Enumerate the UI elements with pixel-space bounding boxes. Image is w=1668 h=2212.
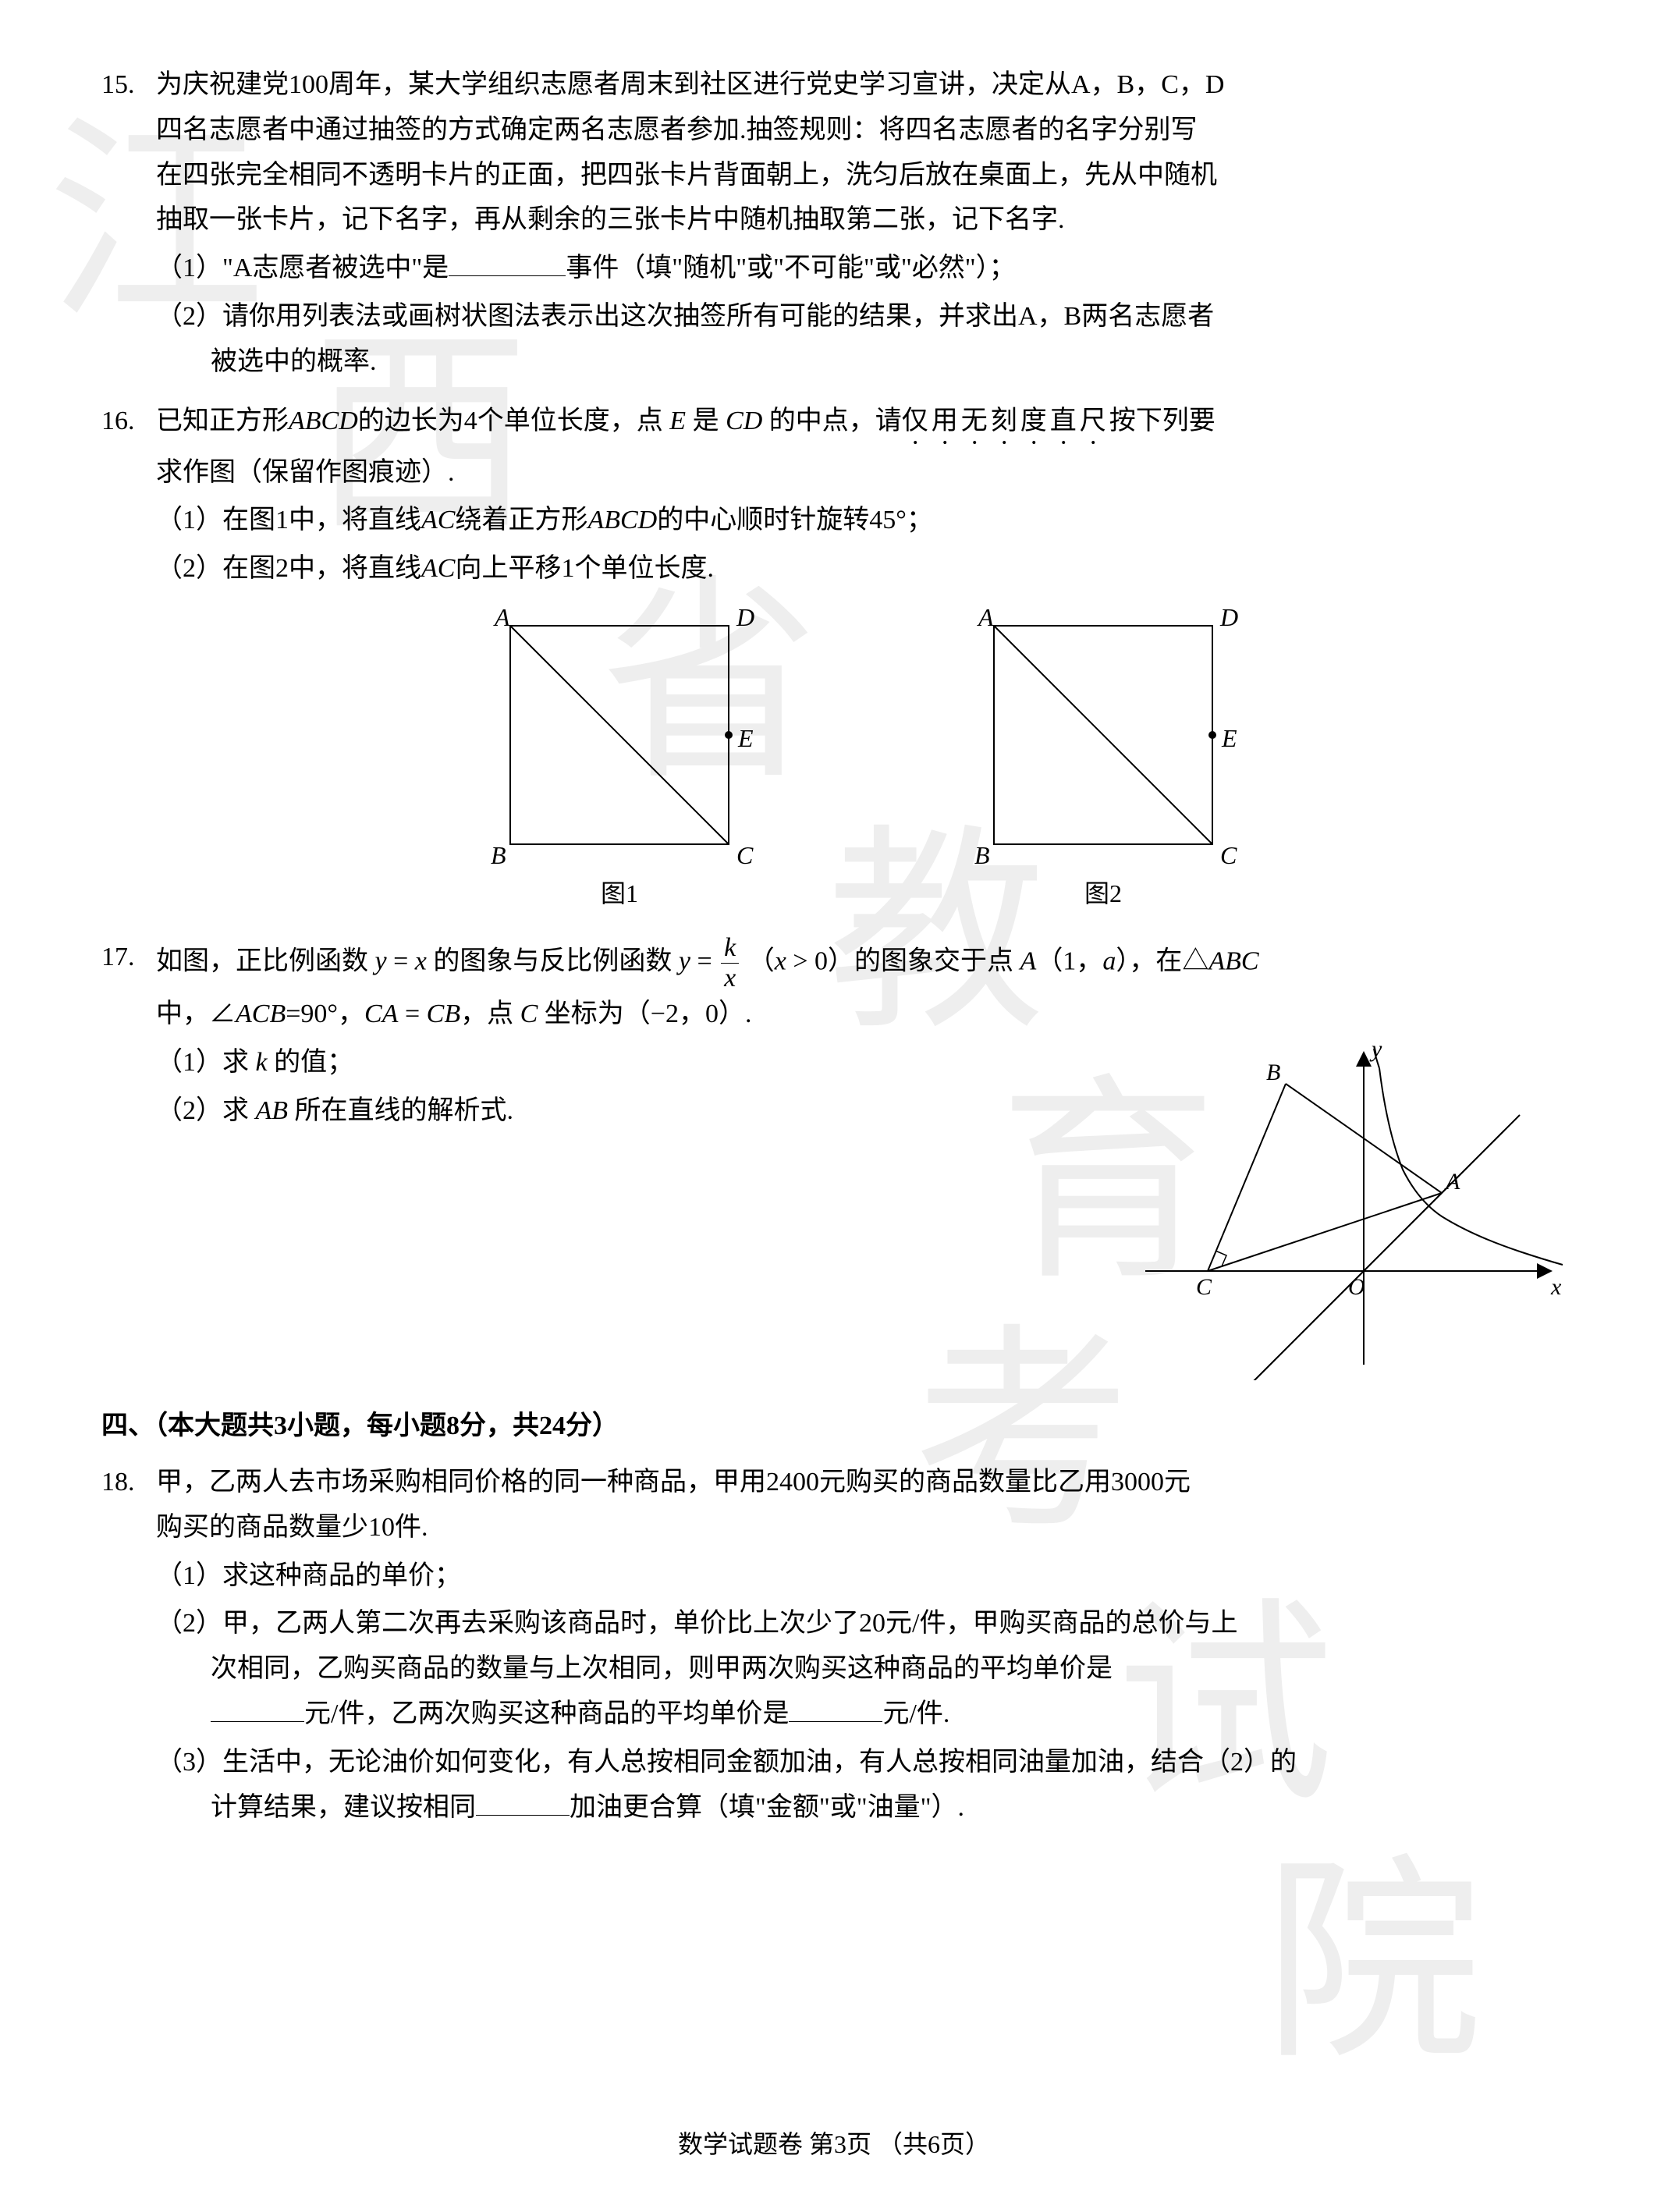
- problem-number: 15.: [101, 62, 156, 385]
- text-span: 的图象与反比例函数: [433, 947, 672, 976]
- text-span: 的值；: [274, 1048, 353, 1077]
- text-span: （1）在图1中，将直线: [156, 506, 421, 534]
- label-A: A: [1444, 1169, 1460, 1195]
- problem-number: 16.: [101, 399, 156, 921]
- text-line: 甲，乙两人去市场采购相同价格的同一种商品，甲用2400元购买的商品数量比乙用30…: [156, 1460, 1567, 1505]
- text-line: 为庆祝建党100周年，某大学组织志愿者周末到社区进行党史学习宣讲，决定从A，B，…: [156, 62, 1567, 108]
- sub-question-1: （1）求 k 的值；: [156, 1040, 1098, 1085]
- emphasized-text: 仅用无刻度直尺: [902, 407, 1109, 435]
- page-content: 15. 为庆祝建党100周年，某大学组织志愿者周末到社区进行党史学习宣讲，决定从…: [101, 62, 1567, 1830]
- text-span: 次相同，乙购买商品的数量与上次相同，则甲两次购买这种商品的平均单价是: [211, 1654, 1113, 1683]
- text-line: 如图，正比例函数 y = x 的图象与反比例函数 y = kx （x > 0）的…: [156, 935, 1567, 992]
- label-B: B: [1266, 1060, 1280, 1085]
- text-span: 的边长为4个单位长度，点: [358, 407, 663, 435]
- text-span: ，在: [1129, 947, 1182, 976]
- label-C: C: [736, 841, 754, 868]
- text-span: 向上平移1个单位长度.: [455, 554, 714, 583]
- sub-question-2: （2）甲，乙两人第二次再去采购该商品时，单价比上次少了20元/件，甲购买商品的总…: [156, 1601, 1567, 1646]
- text-span: 坐标为（−2，0）.: [545, 999, 752, 1028]
- label-E: E: [737, 724, 754, 752]
- text-span: 是: [693, 407, 719, 435]
- page-footer: 数学试题卷 第3页 （共6页）: [0, 2123, 1668, 2165]
- text-line: 元/件，乙两次购买这种商品的平均单价是 元/件.: [156, 1692, 1567, 1737]
- figure-1: A D B C E 图1: [479, 602, 760, 914]
- text-line: 在四张完全相同不透明卡片的正面，把四张卡片背面朝上，洗匀后放在桌面上，先从中随机: [156, 153, 1567, 198]
- text-span: （2）求: [156, 1096, 249, 1125]
- text-line: 求作图（保留作图痕迹）.: [156, 450, 1567, 495]
- label-D: D: [736, 603, 754, 631]
- fill-blank[interactable]: [789, 1693, 882, 1722]
- text-span: （1）求: [156, 1048, 249, 1077]
- fill-blank[interactable]: [211, 1693, 304, 1722]
- text-span: （: [748, 947, 775, 976]
- figure-17: x y O A B C: [1130, 1037, 1567, 1380]
- text-span: 元/件.: [882, 1699, 949, 1728]
- sub-question-2: （2）请你用列表法或画树状图法表示出这次抽签所有可能的结果，并求出A，B两名志愿…: [156, 294, 1567, 339]
- text-span: ，点: [460, 999, 513, 1028]
- text-span: （1）"A志愿者被选中"是: [156, 254, 449, 282]
- section-heading: 四、（本大题共3小题，每小题8分，共24分）: [101, 1404, 1567, 1449]
- sub-question-2: （2）求 AB 所在直线的解析式.: [156, 1088, 1098, 1134]
- text-span: 计算结果，建议按相同: [211, 1793, 476, 1822]
- text-span: 的中心顺时针旋转45°；: [657, 506, 933, 534]
- problem-17: 17. 如图，正比例函数 y = x 的图象与反比例函数 y = kx （x >…: [101, 935, 1567, 1380]
- text-line: 已知正方形ABCD的边长为4个单位长度，点 E 是 CD 的中点，请仅用无刻度直…: [156, 399, 1567, 450]
- sub-question-3: （3）生活中，无论油价如何变化，有人总按相同金额加油，有人总按相同油量加油，结合…: [156, 1740, 1567, 1785]
- label-B: B: [974, 841, 990, 868]
- text-span: 绕着正方形: [455, 506, 587, 534]
- figure-caption: 图1: [479, 872, 760, 914]
- sub-question-1: （1）在图1中，将直线AC绕着正方形ABCD的中心顺时针旋转45°；: [156, 498, 1567, 543]
- axis-x-label: x: [1550, 1274, 1562, 1300]
- label-C: C: [1220, 841, 1237, 868]
- text-span: 所在直线的解析式.: [295, 1096, 514, 1125]
- problem-18: 18. 甲，乙两人去市场采购相同价格的同一种商品，甲用2400元购买的商品数量比…: [101, 1460, 1567, 1830]
- text-span: 按下列要: [1109, 407, 1216, 435]
- axis-y-label: y: [1369, 1037, 1382, 1062]
- text-span: ）的图象交于点: [828, 947, 1013, 976]
- label-E: E: [1221, 724, 1237, 752]
- text-line: 购买的商品数量少10件.: [156, 1505, 1567, 1550]
- text-line: 中，∠ACB=90°，CA = CB，点 C 坐标为（−2，0）.: [156, 992, 1567, 1037]
- text-span: （2）在图2中，将直线: [156, 554, 421, 583]
- square-diagram-1: A D B C E: [479, 602, 760, 868]
- watermark-char: 院: [1264, 1779, 1482, 2150]
- text-span: 的中点，请: [769, 407, 902, 435]
- text-line: 计算结果，建议按相同 加油更合算（填"金额"或"油量"）.: [156, 1785, 1567, 1830]
- figure-2: A D B C E 图2: [963, 602, 1244, 914]
- text-line: 被选中的概率.: [156, 339, 1567, 385]
- fill-blank[interactable]: [449, 247, 566, 276]
- sub-question-1: （1）"A志愿者被选中"是 事件（填"随机"或"不可能"或"必然"）；: [156, 246, 1567, 291]
- sub-question-1: （1）求这种商品的单价；: [156, 1553, 1567, 1599]
- coordinate-graph: x y O A B C: [1130, 1037, 1567, 1380]
- problem-16: 16. 已知正方形ABCD的边长为4个单位长度，点 E 是 CD 的中点，请仅用…: [101, 399, 1567, 921]
- figure-row: A D B C E 图1 A D: [156, 602, 1567, 914]
- problem-number: 17.: [101, 935, 156, 1380]
- label-C: C: [1196, 1274, 1212, 1300]
- text-span: 已知正方形: [156, 407, 289, 435]
- text-span: 元/件，乙两次购买这种商品的平均单价是: [304, 1699, 789, 1728]
- text-line: 次相同，乙购买商品的数量与上次相同，则甲两次购买这种商品的平均单价是: [156, 1646, 1567, 1692]
- text-span: 如图，正比例函数: [156, 947, 368, 976]
- text-line: 四名志愿者中通过抽签的方式确定两名志愿者参加.抽签规则：将四名志愿者的名字分别写: [156, 108, 1567, 153]
- label-A: A: [977, 603, 994, 631]
- square-diagram-2: A D B C E: [963, 602, 1244, 868]
- label-A: A: [493, 603, 510, 631]
- label-B: B: [491, 841, 506, 868]
- text-span: 事件（填"随机"或"不可能"或"必然"）；: [566, 254, 1015, 282]
- problem-15: 15. 为庆祝建党100周年，某大学组织志愿者周末到社区进行党史学习宣讲，决定从…: [101, 62, 1567, 385]
- text-span: （2）请你用列表法或画树状图法表示出这次抽签所有可能的结果，并求出A，B两名志愿…: [156, 302, 1214, 331]
- problem-number: 18.: [101, 1460, 156, 1830]
- origin-label: O: [1348, 1274, 1365, 1300]
- figure-caption: 图2: [963, 872, 1244, 914]
- text-line: 抽取一张卡片，记下名字，再从剩余的三张卡片中随机抽取第二张，记下名字.: [156, 197, 1567, 243]
- label-D: D: [1219, 603, 1238, 631]
- text-span: 加油更合算（填"金额"或"油量"）.: [570, 1793, 964, 1822]
- fill-blank[interactable]: [476, 1786, 570, 1815]
- sub-question-2: （2）在图2中，将直线AC向上平移1个单位长度.: [156, 546, 1567, 591]
- text-span: 中，: [156, 999, 209, 1028]
